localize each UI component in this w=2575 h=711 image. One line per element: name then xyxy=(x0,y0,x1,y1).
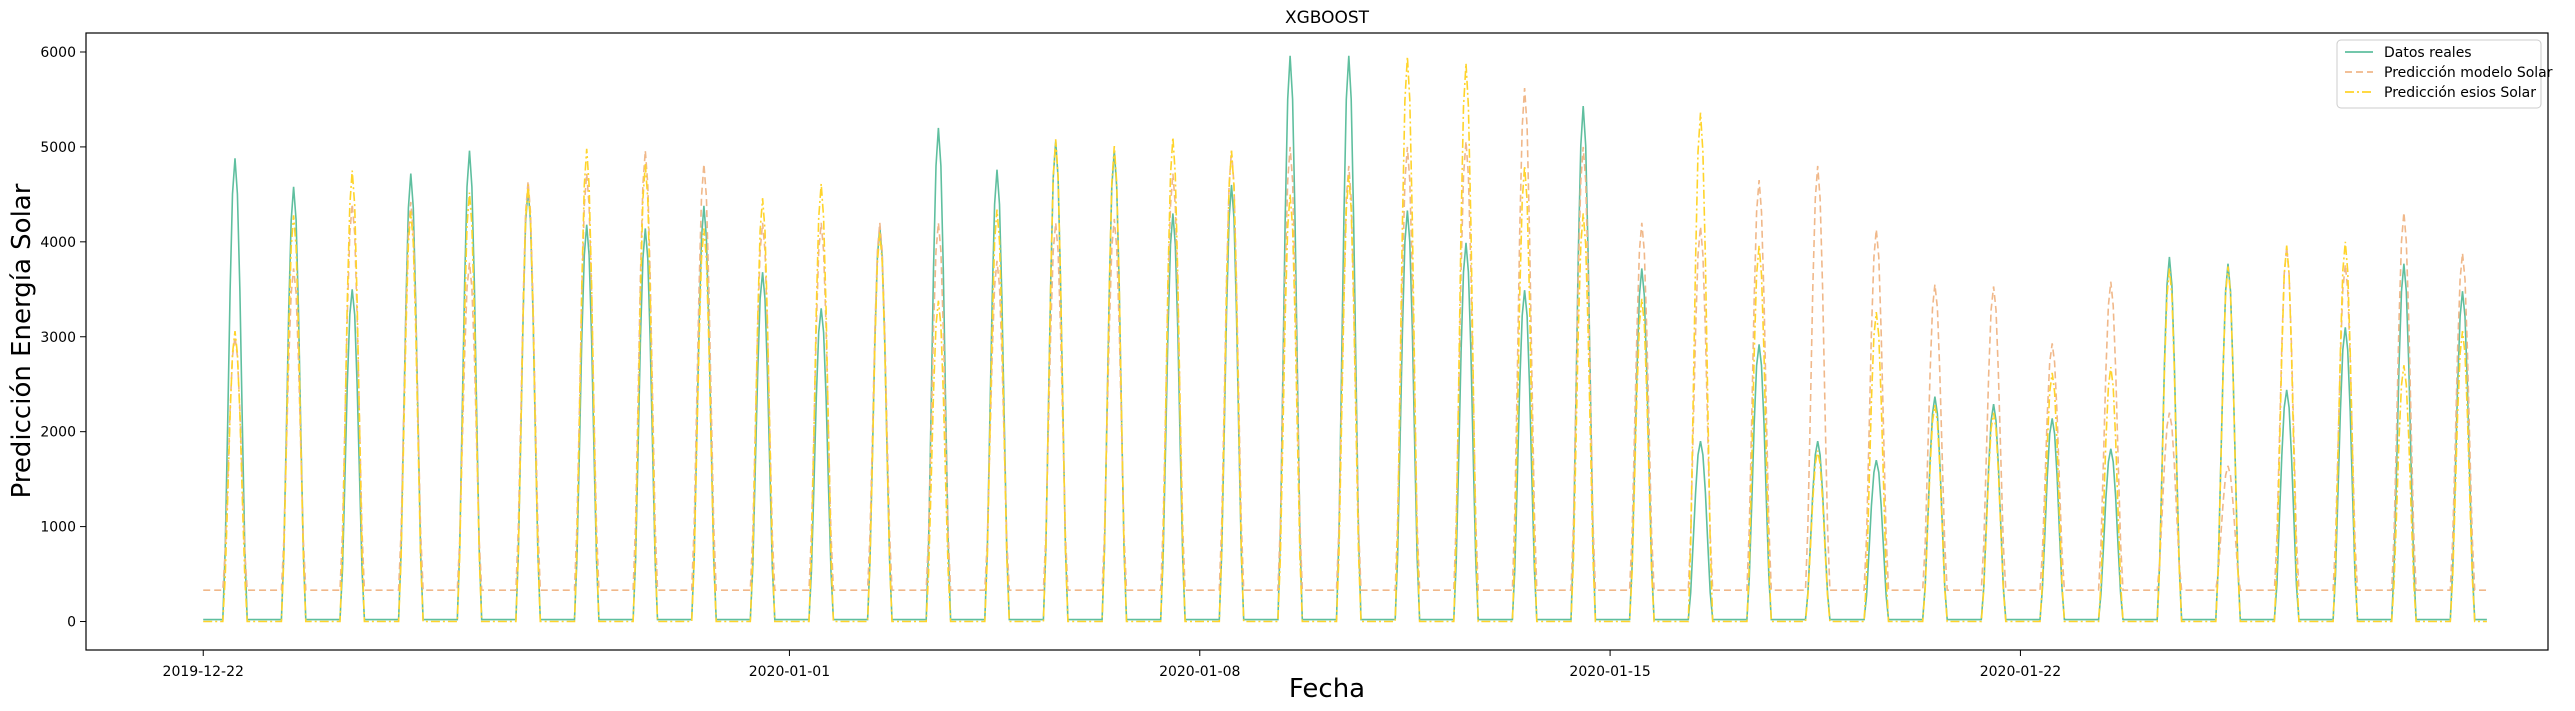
series-line xyxy=(203,56,2487,623)
x-tick-label: 2020-01-01 xyxy=(749,664,830,680)
x-axis: 2019-12-22 2020-01-01 2020-01-08 2020-01-15… xyxy=(163,650,2061,680)
y-tick-label: 1000 xyxy=(40,520,76,536)
x-tick-label: 2020-01-22 xyxy=(1980,664,2061,680)
legend-box xyxy=(2336,39,2542,109)
x-tick-label: 2020-01-08 xyxy=(1159,664,1240,680)
legend-label: Predicción esios Solar xyxy=(2384,85,2536,101)
y-axis-label: Predicción Energía Solar xyxy=(7,183,37,498)
y-tick-label: 0 xyxy=(67,615,76,631)
y-tick-label: 5000 xyxy=(40,140,76,156)
series-layer xyxy=(203,55,2487,623)
x-tick-label: 2019-12-22 xyxy=(163,664,244,680)
y-tick-label: 4000 xyxy=(40,235,76,251)
legend: Datos reales Predicción modelo Solar Predi… xyxy=(2336,39,2553,109)
y-tick-label: 6000 xyxy=(40,45,76,61)
legend-items: Datos reales Predicción modelo Solar Predi… xyxy=(2345,45,2553,101)
legend-label: Datos reales xyxy=(2384,45,2472,61)
y-tick-label: 3000 xyxy=(40,330,76,346)
x-axis-label: Fecha xyxy=(1289,674,1365,704)
legend-label: Predicción modelo Solar xyxy=(2384,65,2553,81)
plot-frame xyxy=(85,32,2549,651)
chart-title: XGBOOST xyxy=(1285,8,1370,28)
y-tick-label: 2000 xyxy=(40,425,76,441)
series-line xyxy=(203,55,2487,621)
x-tick-label: 2020-01-15 xyxy=(1569,664,1650,680)
y-axis: 0 1000 2000 3000 4000 5000 6000 xyxy=(40,45,86,631)
